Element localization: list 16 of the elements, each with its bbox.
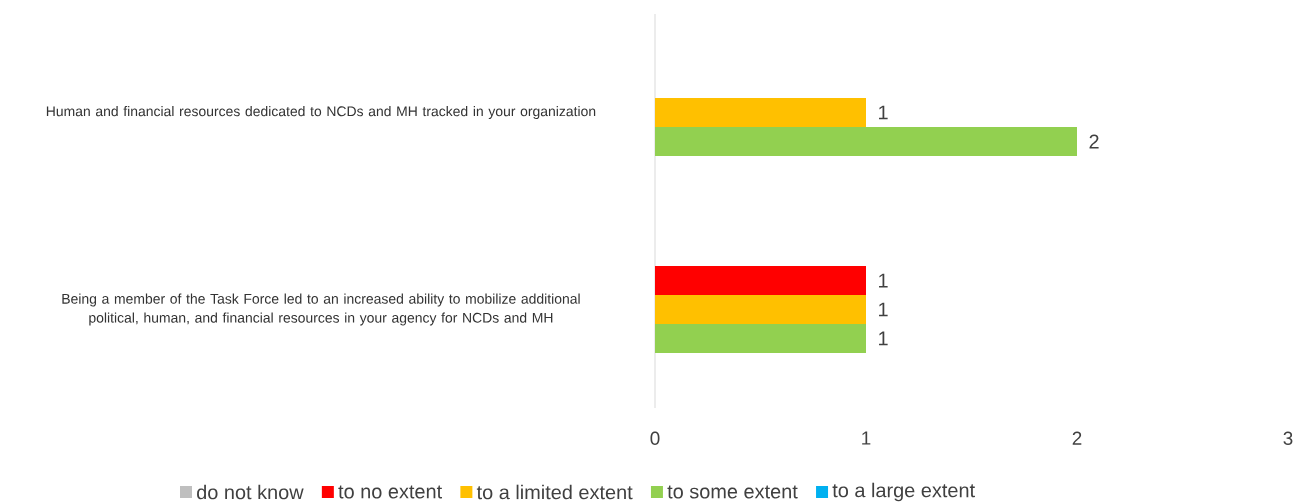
legend-label: to a limited extent: [476, 484, 633, 500]
y-tick-label: Being a member of the Task Force led to an increased ability to mobilize additional political, human, and financial resources in your agency for NCDs and MH: [62, 293, 580, 326]
y-tick-label: Human and financial resources dedicated to NCDs and MH tracked in your organization: [46, 105, 596, 119]
x-tick-label: 2: [1072, 431, 1082, 445]
legend-label: to a large extent: [832, 482, 975, 502]
data-label: 2: [1089, 134, 1099, 149]
legend-label: do not know: [197, 484, 304, 500]
legend-label: to no extent: [338, 485, 443, 499]
data-label: 1: [879, 105, 888, 120]
x-tick-label: 3: [1283, 431, 1293, 445]
x-tick-label: 0: [650, 431, 660, 445]
data-label: 1: [879, 302, 888, 317]
data-label: 1: [879, 331, 888, 346]
data-label: 1: [879, 273, 888, 288]
x-tick-label: 1: [862, 431, 871, 445]
legend-label: to some extent: [667, 485, 798, 499]
